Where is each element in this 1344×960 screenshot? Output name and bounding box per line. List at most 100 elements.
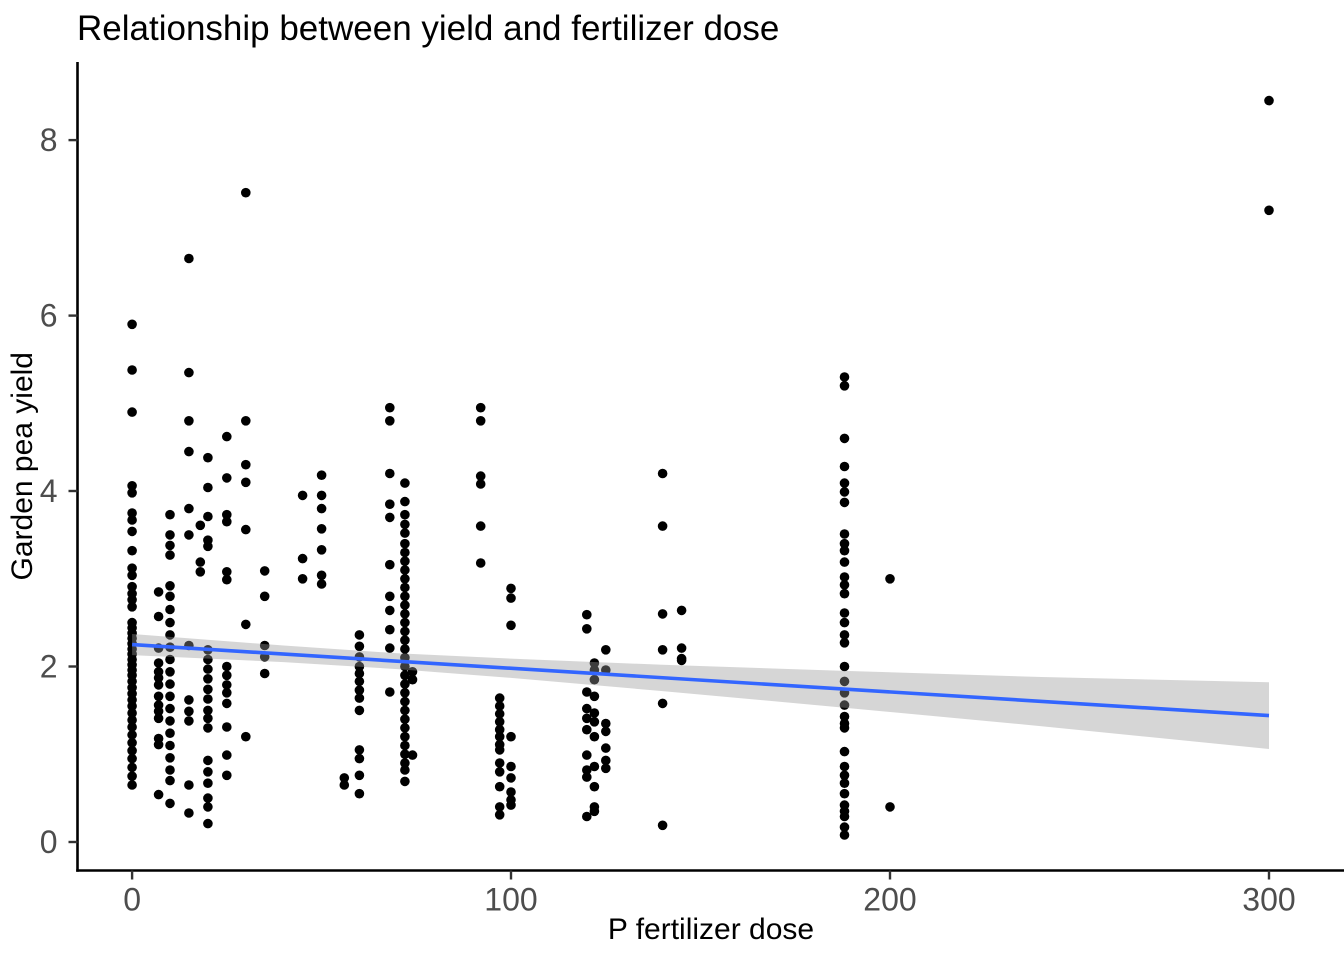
- y-tick-label: 2: [40, 649, 58, 685]
- data-point: [494, 745, 505, 755]
- data-point: [839, 778, 850, 788]
- data-point: [127, 738, 137, 748]
- data-point: [203, 541, 213, 552]
- data-point: [589, 658, 600, 668]
- data-point: [400, 679, 410, 689]
- data-point: [582, 765, 592, 775]
- data-point: [203, 713, 213, 724]
- data-point: [127, 365, 137, 375]
- data-point: [676, 655, 687, 666]
- data-point: [127, 780, 137, 790]
- data-point: [297, 553, 308, 564]
- data-point: [475, 558, 486, 568]
- chart-title: Relationship between yield and fertilize…: [77, 9, 780, 48]
- data-point: [203, 452, 213, 463]
- data-point: [184, 780, 194, 790]
- data-point: [241, 619, 251, 630]
- data-point: [400, 714, 410, 724]
- data-point: [601, 743, 611, 753]
- data-point: [400, 765, 410, 775]
- data-point: [165, 604, 175, 615]
- data-point: [676, 605, 687, 616]
- data-point: [127, 526, 137, 537]
- data-point: [506, 787, 516, 797]
- data-point: [354, 676, 365, 687]
- data-point: [222, 770, 232, 781]
- data-point: [582, 687, 592, 697]
- data-point: [184, 808, 194, 818]
- data-point: [506, 761, 516, 772]
- data-point: [839, 529, 850, 539]
- data-point: [153, 680, 164, 690]
- data-point: [354, 745, 365, 755]
- data-point: [385, 624, 395, 635]
- data-point: [385, 499, 395, 510]
- data-point: [259, 566, 270, 576]
- data-point: [222, 670, 232, 681]
- data-point: [316, 579, 327, 589]
- data-point: [184, 367, 194, 378]
- data-point: [127, 407, 137, 417]
- data-point: [839, 761, 850, 772]
- data-point: [127, 753, 137, 764]
- data-point: [582, 713, 592, 724]
- data-point: [601, 755, 611, 766]
- data-point: [400, 731, 410, 742]
- data-point: [203, 674, 213, 684]
- data-point: [400, 528, 410, 538]
- data-point: [400, 688, 410, 698]
- data-point: [203, 694, 213, 704]
- data-point: [400, 609, 410, 619]
- data-point: [494, 810, 505, 820]
- data-point: [400, 496, 410, 507]
- data-point: [222, 509, 232, 520]
- data-point: [339, 780, 350, 790]
- data-point: [316, 524, 327, 534]
- data-point: [494, 767, 505, 777]
- y-tick-label: 8: [40, 122, 58, 158]
- data-point: [316, 570, 327, 581]
- data-point: [589, 674, 600, 685]
- data-point: [657, 698, 668, 709]
- data-point: [165, 679, 175, 689]
- data-point: [657, 521, 668, 531]
- data-point: [400, 635, 410, 645]
- data-point: [385, 402, 395, 413]
- data-point: [1264, 205, 1274, 216]
- data-point: [601, 645, 611, 655]
- data-point: [839, 433, 850, 444]
- data-point: [203, 793, 213, 803]
- data-point: [127, 481, 137, 491]
- data-point: [339, 773, 350, 783]
- data-point: [494, 781, 505, 792]
- data-point: [506, 731, 516, 742]
- data-point: [184, 446, 194, 457]
- data-point: [222, 661, 232, 672]
- data-point: [127, 319, 137, 330]
- data-point: [582, 750, 592, 760]
- data-point: [839, 608, 850, 618]
- data-point: [494, 701, 505, 711]
- data-point: [589, 761, 600, 772]
- data-point: [839, 770, 850, 781]
- data-point: [241, 731, 251, 742]
- data-point: [839, 372, 850, 382]
- data-point: [184, 716, 194, 726]
- data-point: [165, 703, 175, 714]
- data-point: [400, 670, 410, 681]
- data-point: [354, 788, 365, 799]
- data-point: [195, 557, 206, 567]
- data-point: [589, 806, 600, 817]
- data-point: [222, 698, 232, 709]
- data-point: [506, 800, 516, 810]
- data-point: [127, 708, 137, 718]
- data-point: [127, 715, 137, 725]
- data-point: [385, 591, 395, 602]
- data-point: [582, 624, 592, 634]
- data-point: [385, 416, 395, 426]
- x-axis-ticks: 0 100 200 300: [123, 870, 1296, 918]
- data-point: [354, 641, 365, 652]
- data-point: [127, 488, 137, 498]
